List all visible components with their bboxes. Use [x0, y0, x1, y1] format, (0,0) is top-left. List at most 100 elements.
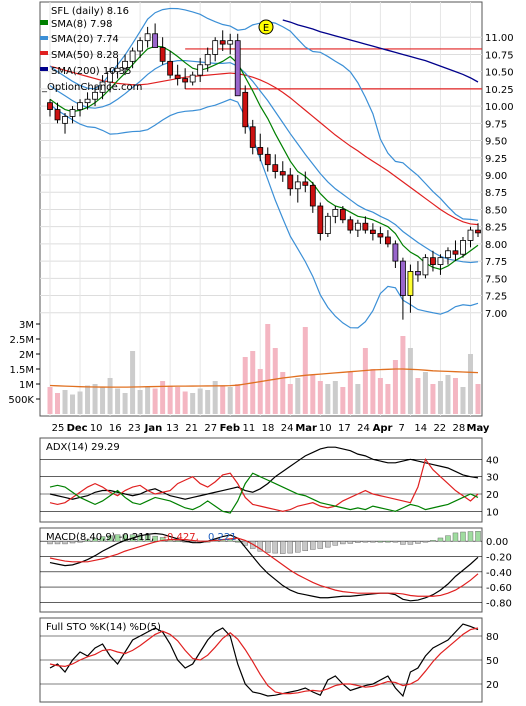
macd-histogram-bar: [152, 535, 158, 542]
candle: [234, 33, 241, 97]
macd-histogram-bar: [452, 532, 459, 542]
candle: [475, 223, 481, 237]
macd-histogram-bar: [407, 540, 414, 545]
candle: [467, 226, 474, 248]
candle: [377, 226, 384, 244]
macd-histogram-bar: [460, 531, 466, 542]
x-axis-label: 14: [414, 423, 427, 434]
macd-histogram-bar: [287, 540, 293, 554]
macd-histogram-bar: [445, 535, 451, 542]
x-axis-label: Mar: [295, 423, 317, 434]
candle: [437, 254, 444, 275]
candle: [219, 30, 226, 51]
macd-histogram-bar: [385, 540, 391, 543]
macd-histogram-bar: [430, 540, 436, 542]
indicator-series-line: [49, 532, 479, 602]
volume-bar: [100, 387, 106, 414]
candle: [122, 54, 128, 76]
price-tick-label: 11.00: [485, 33, 514, 44]
macd-histogram-bar: [257, 540, 263, 552]
volume-tick-label: 2.5M: [9, 335, 34, 346]
volume-bar: [92, 384, 98, 414]
candle: [332, 206, 339, 224]
indicator-series-line: [49, 457, 479, 512]
price-tick-label: 7.00: [485, 309, 507, 320]
volume-bar: [280, 372, 286, 414]
candle: [324, 212, 331, 237]
volume-bar: [355, 384, 361, 414]
candle: [242, 85, 249, 134]
indicator-tick-label: -0.40: [486, 568, 512, 579]
volume-bar: [62, 390, 68, 414]
macd-histogram-bar: [69, 540, 76, 544]
macd-histogram-bar: [159, 537, 166, 542]
macd-histogram-bar: [310, 540, 316, 550]
candle: [174, 64, 181, 86]
volume-bar: [377, 378, 383, 414]
candle: [159, 37, 166, 65]
legend-sma200: SMA(200) 10.35: [51, 66, 132, 77]
volume-bar: [167, 385, 173, 414]
x-axis-label: 10: [90, 423, 103, 434]
macd-histogram-bar: [355, 540, 361, 543]
volume-bar: [107, 378, 113, 414]
macd-histogram-bar: [137, 534, 143, 542]
volume-bar: [70, 394, 76, 414]
price-tick-label: 10.00: [485, 102, 514, 113]
volume-tick-label: 3M: [19, 320, 34, 331]
indicator-tick-label: 30: [486, 473, 499, 484]
macd-histogram-bar: [114, 534, 121, 542]
x-axis-label: 28: [453, 423, 466, 434]
volume-bar: [272, 348, 278, 414]
x-axis-label: Apr: [373, 423, 393, 434]
macd-histogram-bar: [467, 531, 474, 542]
candle: [77, 99, 83, 117]
price-tick-label: 10.25: [485, 85, 514, 96]
volume-bar: [190, 393, 196, 414]
volume-bar: [47, 387, 53, 414]
indicator-tick-label: -0.20: [486, 552, 512, 563]
sma50-line: [49, 65, 479, 226]
candle: [369, 223, 376, 241]
volume-bar: [160, 381, 166, 414]
x-axis-label: 7: [398, 423, 404, 434]
candle: [99, 75, 106, 100]
indicator-tick-label: -0.60: [486, 583, 512, 594]
sto-label: Full STO %K(14) %D(5): [46, 622, 161, 633]
indicator-tick-label: 40: [486, 455, 499, 466]
macd-histogram-bar: [280, 540, 286, 554]
macd-histogram-bar: [437, 537, 444, 542]
price-tick-label: 8.50: [485, 205, 507, 216]
candle: [257, 133, 264, 162]
price-tick-label: 7.50: [485, 274, 507, 285]
macd-histogram-bar: [54, 540, 61, 545]
volume-bar: [340, 387, 346, 414]
x-axis-label: 17: [338, 423, 351, 434]
x-axis-label: 21: [185, 423, 198, 434]
x-axis-label: 27: [204, 423, 217, 434]
x-axis-label: 11: [243, 423, 256, 434]
candle: [84, 92, 91, 110]
candle: [152, 23, 159, 48]
volume-bar: [302, 327, 308, 414]
macd-histogram-bar: [370, 540, 376, 543]
volume-bar: [310, 375, 316, 414]
volume-bar: [422, 372, 428, 414]
price-tick-label: 8.75: [485, 188, 507, 199]
volume-bar: [460, 387, 466, 414]
macd-histogram-bar: [77, 540, 83, 543]
macd-histogram-bar: [325, 540, 331, 548]
sma8-line: [49, 45, 479, 271]
candle: [407, 264, 414, 313]
legend-sma8: SMA(8) 7.98: [51, 19, 112, 30]
volume-bar: [445, 375, 451, 414]
macd-histogram-bar: [265, 540, 271, 553]
legend: SFL (daily) 8.16 SMA(8) 7.98 SMA(20) 7.7…: [40, 6, 142, 93]
candle: [107, 68, 113, 93]
macd-histogram-bar: [295, 540, 301, 553]
candle: [452, 240, 459, 262]
candle: [460, 237, 466, 258]
adx-label: ADX(14) 29.29: [46, 442, 120, 453]
indicator-tick-label: 20: [486, 680, 499, 691]
candle: [129, 47, 136, 69]
